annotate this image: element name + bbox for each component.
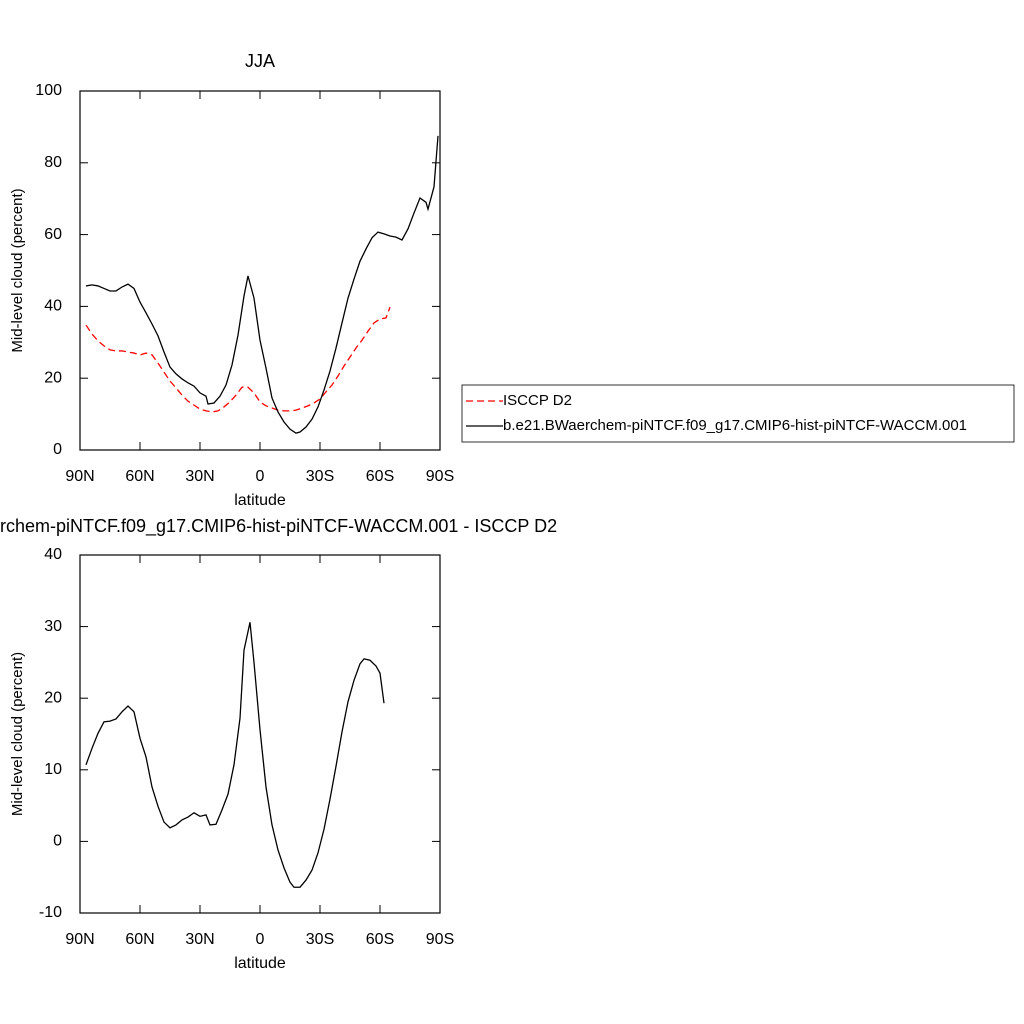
legend-box (461, 384, 1015, 443)
y-tick-label: 40 (44, 298, 62, 315)
y-tick-label: 20 (44, 369, 62, 386)
y-tick-label: 80 (44, 154, 62, 171)
y-tick-label: 20 (44, 689, 62, 706)
y-axis-label: Mid-level cloud (percent) (9, 188, 26, 352)
x-tick-label: 90N (65, 468, 94, 485)
x-tick-label: 90S (426, 468, 454, 485)
x-tick-label: 60N (125, 931, 154, 948)
x-tick-label: 60S (366, 468, 394, 485)
x-tick-label: 0 (256, 468, 265, 485)
y-tick-label: 10 (44, 761, 62, 778)
data-line (85, 135, 439, 434)
x-axis-label: latitude (234, 955, 286, 972)
chart-title: JJA (245, 51, 275, 71)
x-tick-label: 30N (185, 468, 214, 485)
x-tick-label: 30S (306, 931, 334, 948)
y-tick-label: 40 (44, 546, 62, 563)
x-tick-label: 90S (426, 931, 454, 948)
data-line (85, 306, 391, 413)
chart-title: rchem-piNTCF.f09_g17.CMIP6-hist-piNTCF-W… (0, 516, 557, 537)
x-tick-label: 60S (366, 931, 394, 948)
y-tick-label: 30 (44, 618, 62, 635)
legend-label: b.e21.BWaerchem-piNTCF.f09_g17.CMIP6-his… (503, 417, 967, 434)
y-tick-label: -10 (39, 904, 62, 921)
x-tick-label: 60N (125, 468, 154, 485)
legend-label: ISCCP D2 (503, 392, 572, 409)
x-tick-label: 90N (65, 931, 94, 948)
y-tick-label: 60 (44, 226, 62, 243)
y-tick-label: 0 (53, 833, 62, 850)
data-line (85, 622, 385, 888)
plot-frame (79, 90, 441, 451)
x-tick-label: 30S (306, 468, 334, 485)
x-tick-label: 0 (256, 931, 265, 948)
y-axis-label: Mid-level cloud (percent) (9, 652, 26, 816)
y-tick-label: 0 (53, 441, 62, 458)
x-tick-label: 30N (185, 931, 214, 948)
y-tick-label: 100 (35, 82, 62, 99)
x-axis-label: latitude (234, 492, 286, 509)
